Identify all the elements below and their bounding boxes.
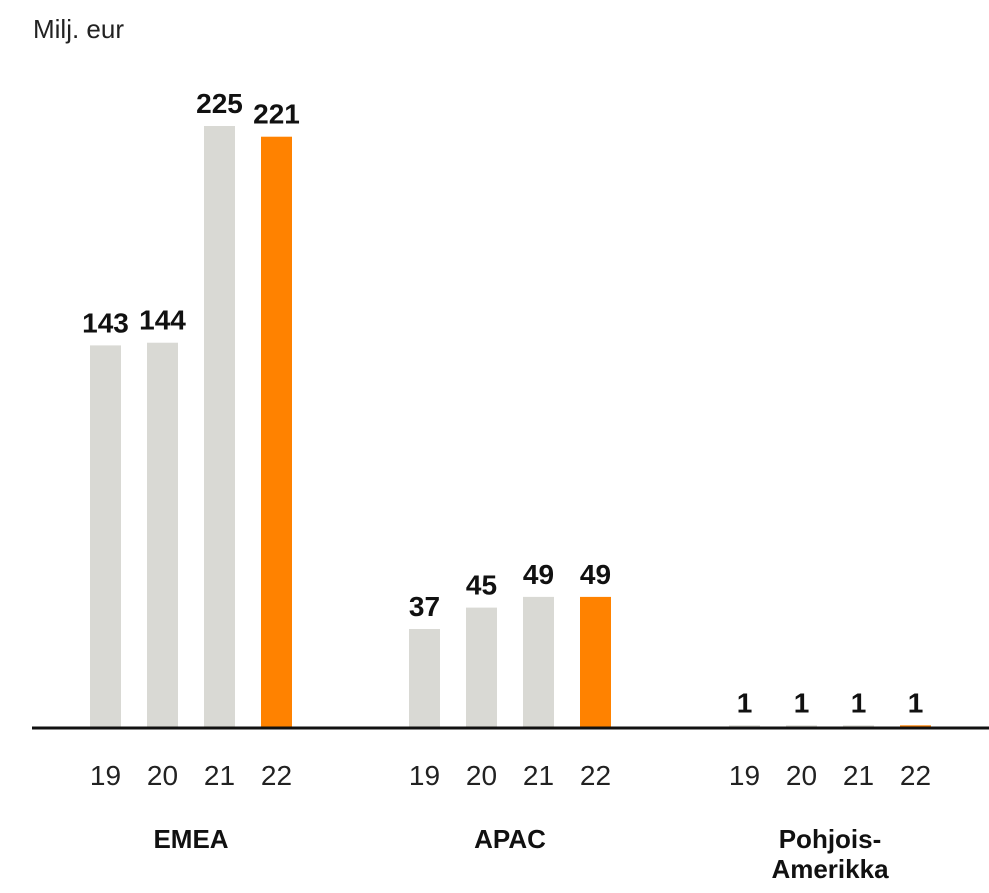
x-tick-label: 22 (580, 760, 611, 791)
labels-layer: 14319144202252122122EMEA3719452049214922… (82, 88, 931, 884)
value-label: 221 (253, 99, 300, 130)
x-tick-label: 22 (261, 760, 292, 791)
x-tick-label: 19 (729, 760, 760, 791)
bar-0-19 (90, 345, 121, 728)
bar-1-21 (523, 596, 554, 728)
value-label: 1 (851, 687, 867, 718)
x-tick-label: 19 (409, 760, 440, 791)
x-tick-label: 20 (466, 760, 497, 791)
x-tick-label: 20 (147, 760, 178, 791)
bar-0-22 (261, 136, 292, 729)
value-label: 1 (908, 687, 924, 718)
value-label: 1 (737, 687, 753, 718)
value-label: 49 (580, 559, 611, 590)
bar-1-20 (466, 607, 497, 728)
group-label: Pohjois- (779, 824, 882, 854)
x-tick-label: 19 (90, 760, 121, 791)
x-tick-label: 22 (900, 760, 931, 791)
bar-1-19 (409, 629, 440, 728)
x-tick-label: 21 (204, 760, 235, 791)
x-tick-label: 21 (843, 760, 874, 791)
value-label: 49 (523, 559, 554, 590)
bar-0-20 (147, 342, 178, 728)
group-label: Amerikka (771, 854, 889, 884)
value-label: 1 (794, 687, 810, 718)
bar-0-21 (204, 126, 235, 728)
group-label: EMEA (153, 824, 228, 854)
value-label: 45 (466, 570, 497, 601)
x-tick-label: 21 (523, 760, 554, 791)
bar-1-22 (580, 596, 611, 728)
value-label: 37 (409, 591, 440, 622)
group-label: APAC (474, 824, 546, 854)
value-label: 225 (196, 88, 243, 119)
value-label: 144 (139, 305, 186, 336)
y-axis-unit-label: Milj. eur (33, 14, 124, 44)
x-tick-label: 20 (786, 760, 817, 791)
value-label: 143 (82, 307, 129, 338)
bars-layer (90, 126, 931, 729)
